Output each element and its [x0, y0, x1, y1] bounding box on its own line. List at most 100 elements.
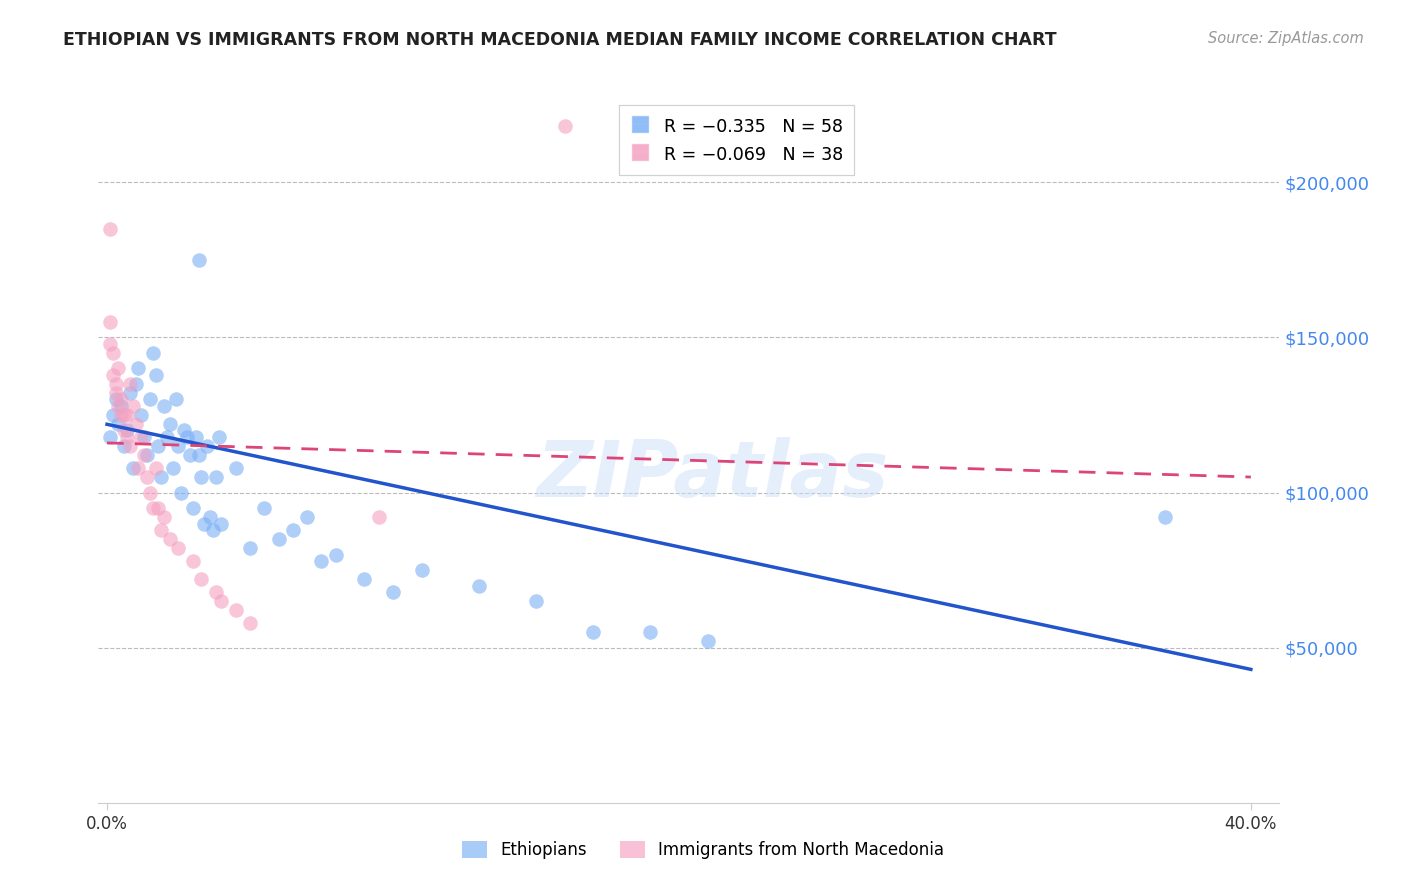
Point	[110, 392, 132, 407]
Point	[104, 386, 127, 401]
Point	[195, 439, 218, 453]
Point	[156, 430, 179, 444]
Point	[136, 448, 159, 462]
Point	[159, 417, 181, 432]
Point	[325, 548, 347, 562]
Point	[115, 424, 138, 438]
Legend: R = −0.335   N = 58, R = −0.069   N = 38: R = −0.335 N = 58, R = −0.069 N = 38	[619, 105, 853, 175]
Point	[165, 392, 187, 407]
Point	[209, 594, 232, 608]
Point	[134, 448, 156, 462]
Point	[150, 523, 173, 537]
Point	[98, 222, 121, 236]
Point	[204, 470, 226, 484]
Point	[112, 424, 135, 438]
Point	[554, 120, 576, 134]
Point	[139, 392, 162, 407]
Point	[131, 430, 153, 444]
Point	[115, 430, 138, 444]
Point	[239, 541, 262, 556]
Point	[353, 573, 375, 587]
Point	[187, 448, 209, 462]
Point	[381, 584, 404, 599]
Point	[207, 430, 229, 444]
Point	[173, 424, 195, 438]
Point	[696, 634, 718, 648]
Point	[524, 594, 547, 608]
Legend: Ethiopians, Immigrants from North Macedonia: Ethiopians, Immigrants from North Macedo…	[456, 834, 950, 866]
Point	[136, 470, 159, 484]
Point	[121, 399, 143, 413]
Point	[142, 501, 165, 516]
Point	[181, 554, 204, 568]
Point	[104, 376, 127, 391]
Point	[190, 573, 212, 587]
Point	[253, 501, 276, 516]
Point	[107, 417, 129, 432]
Point	[201, 523, 224, 537]
Point	[145, 460, 167, 475]
Point	[209, 516, 232, 531]
Point	[176, 430, 198, 444]
Point	[112, 408, 135, 422]
Point	[131, 408, 153, 422]
Point	[139, 485, 162, 500]
Point	[1154, 510, 1177, 524]
Point	[239, 615, 262, 630]
Point	[468, 579, 491, 593]
Point	[124, 376, 146, 391]
Point	[187, 252, 209, 267]
Point	[150, 470, 173, 484]
Point	[170, 485, 193, 500]
Point	[153, 510, 176, 524]
Point	[167, 439, 190, 453]
Point	[98, 336, 121, 351]
Point	[118, 386, 141, 401]
Point	[115, 408, 138, 422]
Point	[281, 523, 304, 537]
Point	[118, 376, 141, 391]
Point	[198, 510, 221, 524]
Point	[127, 460, 149, 475]
Text: ETHIOPIAN VS IMMIGRANTS FROM NORTH MACEDONIA MEDIAN FAMILY INCOME CORRELATION CH: ETHIOPIAN VS IMMIGRANTS FROM NORTH MACED…	[63, 31, 1057, 49]
Point	[179, 448, 201, 462]
Point	[148, 439, 170, 453]
Point	[640, 625, 662, 640]
Point	[145, 368, 167, 382]
Point	[159, 532, 181, 546]
Point	[121, 460, 143, 475]
Point	[110, 399, 132, 413]
Point	[184, 430, 207, 444]
Point	[127, 361, 149, 376]
Point	[311, 554, 333, 568]
Text: Source: ZipAtlas.com: Source: ZipAtlas.com	[1208, 31, 1364, 46]
Point	[267, 532, 290, 546]
Point	[411, 563, 433, 577]
Point	[101, 346, 124, 360]
Point	[181, 501, 204, 516]
Point	[367, 510, 389, 524]
Point	[98, 315, 121, 329]
Point	[167, 541, 190, 556]
Point	[101, 368, 124, 382]
Point	[193, 516, 215, 531]
Point	[204, 584, 226, 599]
Point	[153, 399, 176, 413]
Point	[190, 470, 212, 484]
Text: ZIPatlas: ZIPatlas	[537, 436, 889, 513]
Point	[225, 603, 247, 617]
Point	[124, 417, 146, 432]
Point	[101, 408, 124, 422]
Point	[225, 460, 247, 475]
Point	[104, 392, 127, 407]
Point	[134, 430, 156, 444]
Point	[110, 408, 132, 422]
Point	[162, 460, 184, 475]
Point	[582, 625, 605, 640]
Point	[148, 501, 170, 516]
Point	[118, 439, 141, 453]
Point	[295, 510, 318, 524]
Point	[142, 346, 165, 360]
Point	[107, 399, 129, 413]
Point	[107, 361, 129, 376]
